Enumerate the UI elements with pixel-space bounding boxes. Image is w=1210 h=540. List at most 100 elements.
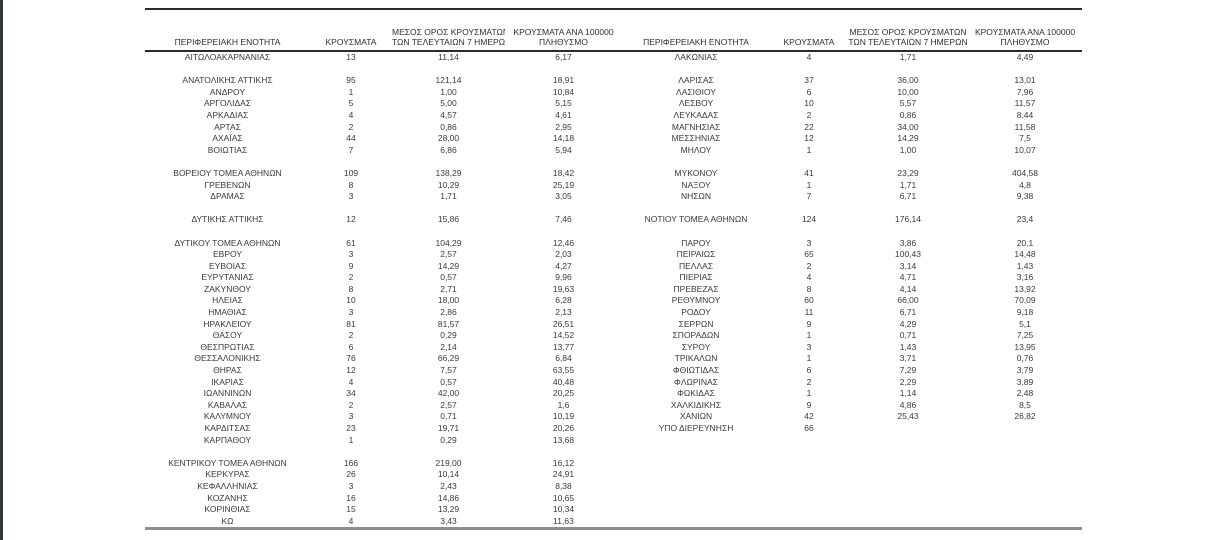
cell-avg7: 7,29 (899, 365, 917, 376)
cell-region: ΚΕΝΤΡΙΚΟΥ ΤΟΜΕΑ ΑΘΗΝΩΝ (168, 457, 287, 468)
cell-per100k: 13,95 (1014, 341, 1036, 352)
cell-per100k: 7,96 (1016, 86, 1034, 97)
cell-region: ΝΗΣΩΝ (680, 191, 712, 202)
cell-avg7: 1,00 (440, 86, 457, 97)
table-row: ΘΑΣΟΥ 2 0,29 14,52 ΣΠΟΡΑΔΩΝ 1 0,71 7,25 (145, 330, 1082, 342)
cell-avg7: 3,14 (899, 260, 917, 271)
cell-cases (310, 203, 392, 215)
table-row: ΒΟΡΕΙΟΥ ΤΟΜΕΑ ΑΘΗΝΩΝ 109 138,29 18,42 ΜΥΚΟΝΟ… (145, 168, 1082, 180)
header-region-left: ΠΕΡΙΦΕΡΕΙΑΚΗ ΕΝΟΤΗΤΑ (145, 9, 310, 52)
cell-avg7: 3,71 (899, 353, 917, 364)
cell-avg7: 0,86 (440, 121, 457, 132)
cell-per100k: 18,42 (552, 167, 575, 178)
cell-cases (770, 203, 848, 215)
cell-per100k (968, 435, 1082, 447)
table-row: ΓΡΕΒΕΝΩΝ 8 10,29 25,19 ΝΑΞΟΥ 1 1,71 4,8 (145, 180, 1082, 192)
table-row: ΚΟΡΙΝΘΙΑΣ 15 13,29 10,34 (145, 504, 1082, 516)
cell-avg7: 6,71 (899, 191, 917, 202)
cell-avg7: 2,57 (440, 249, 457, 260)
cell-avg7: 4,29 (899, 318, 917, 329)
cell-cases (770, 435, 848, 447)
cell-region (622, 469, 770, 481)
cell-avg7: 6,71 (899, 307, 917, 318)
cell-region: ΠΡΕΒΕΖΑΣ (673, 283, 719, 294)
cell-region: ΣΥΡΟΥ (681, 341, 711, 352)
cell-per100k: 14,18 (552, 133, 575, 144)
cell-avg7: 25,43 (897, 411, 919, 422)
cell-per100k: 1,43 (1016, 260, 1034, 271)
cell-region: ΚΩ (221, 515, 234, 526)
cell-per100k: 3,89 (1016, 376, 1034, 387)
cell-cases: 22 (804, 121, 814, 132)
cell-cases: 9 (806, 318, 812, 329)
cell-per100k: 6,84 (555, 353, 572, 364)
cell-per100k: 12,46 (552, 237, 575, 248)
cell-cases: 6 (348, 341, 354, 352)
table-row: ΔΡΑΜΑΣ 3 1,71 3,05 ΝΗΣΩΝ 7 6,71 9,38 (145, 191, 1082, 203)
cell-avg7 (848, 423, 968, 435)
cell-avg7: 28,00 (437, 133, 460, 144)
cell-region: ΛΑΡΙΣΑΣ (678, 75, 714, 86)
cell-region: ΧΑΝΙΩΝ (679, 411, 713, 422)
cell-per100k: 9,18 (1016, 307, 1034, 318)
cell-cases (770, 226, 848, 238)
cell-per100k: 5,94 (555, 144, 572, 155)
cell-region: ΦΩΚΙΔΑΣ (677, 388, 715, 399)
cell-region (622, 64, 770, 76)
cell-per100k: 14,48 (1014, 249, 1036, 260)
cell-region: ΧΑΛΚΙΔΙΚΗΣ (670, 399, 722, 410)
cell-cases: 124 (801, 214, 817, 225)
cell-cases: 15 (346, 504, 356, 515)
cell-per100k: 10,65 (552, 492, 575, 503)
cell-per100k (968, 504, 1082, 516)
table-header: ΠΕΡΙΦΕΡΕΙΑΚΗ ΕΝΟΤΗΤΑ ΚΡΟΥΣΜΑΤΑ ΜΕΣΟΣ ΟΡΟ… (145, 9, 1082, 52)
report-content: ΠΕΡΙΦΕΡΕΙΑΚΗ ΕΝΟΤΗΤΑ ΚΡΟΥΣΜΑΤΑ ΜΕΣΟΣ ΟΡΟ… (145, 8, 1082, 531)
cell-avg7 (848, 156, 968, 168)
cell-region (622, 226, 770, 238)
cell-avg7: 4,57 (440, 109, 457, 120)
cell-region (145, 203, 310, 215)
cell-region: ΜΕΣΣΗΝΙΑΣ (671, 133, 721, 144)
cell-region (145, 446, 310, 458)
cell-avg7: 176,14 (895, 214, 921, 225)
cell-cases: 3 (348, 191, 354, 202)
cell-avg7: 2,29 (899, 376, 917, 387)
cell-region: ΛΕΥΚΑΔΑΣ (673, 109, 719, 120)
cell-cases (310, 446, 392, 458)
cell-region: ΚΑΛΥΜΝΟΥ (203, 411, 252, 422)
cell-region: ΘΕΣΠΡΩΤΙΑΣ (200, 341, 255, 352)
cell-avg7: 0,71 (440, 411, 457, 422)
cell-avg7: 1,71 (899, 179, 917, 190)
cell-region: ΗΡΑΚΛΕΙΟΥ (203, 318, 252, 329)
cell-region (622, 516, 770, 529)
cell-avg7: 121,14 (435, 75, 462, 86)
cell-cases: 2 (806, 260, 812, 271)
header-label: ΚΡΟΥΣΜΑΤΑ (783, 37, 835, 47)
cell-per100k: 23,4 (1016, 214, 1034, 225)
table-row: ΔΥΤΙΚΟΥ ΤΟΜΕΑ ΑΘΗΝΩΝ 61 104,29 12,46 ΠΑΡΟΥ 3 3… (145, 238, 1082, 250)
table-row: ΗΛΕΙΑΣ 10 18,00 6,28 ΡΕΘΥΜΝΟΥ 60 66,00 70,09 (145, 295, 1082, 307)
cell-avg7: 3,86 (899, 237, 917, 248)
cell-region (622, 203, 770, 215)
cell-per100k: 2,95 (555, 121, 572, 132)
cell-cases (310, 226, 392, 238)
cell-per100k: 7,46 (555, 214, 572, 225)
table-row: ΑΡΚΑΔΙΑΣ 4 4,57 4,61 ΛΕΥΚΑΔΑΣ 2 0,86 8,44 (145, 110, 1082, 122)
cell-region: ΒΟΙΩΤΙΑΣ (207, 144, 248, 155)
cell-cases: 4 (348, 109, 354, 120)
cell-region: ΚΕΡΚΥΡΑΣ (205, 469, 250, 480)
table-row: ΖΑΚΥΝΘΟΥ 8 2,71 19,63 ΠΡΕΒΕΖΑΣ 8 4,14 13,92 (145, 284, 1082, 296)
cell-cases: 109 (343, 167, 359, 178)
spacer-row (145, 64, 1082, 76)
spacer-row (145, 203, 1082, 215)
cell-avg7: 18,00 (437, 295, 460, 306)
cell-per100k: 2,03 (555, 249, 572, 260)
cell-region: ΗΛΕΙΑΣ (212, 295, 243, 306)
header-label: ΤΩΝ ΤΕΛΕΥΤΑΙΩΝ 7 ΗΜΕΡΩΝ (392, 37, 505, 47)
cell-avg7 (848, 435, 968, 447)
cell-per100k (968, 516, 1082, 529)
header-label: ΠΕΡΙΦΕΡΕΙΑΚΗ ΕΝΟΤΗΤΑ (643, 37, 749, 47)
cell-cases: 60 (804, 295, 814, 306)
cell-avg7 (392, 446, 505, 458)
cell-region: ΥΠΟ ΔΙΕΡΕΥΝΗΣΗ (658, 423, 734, 433)
